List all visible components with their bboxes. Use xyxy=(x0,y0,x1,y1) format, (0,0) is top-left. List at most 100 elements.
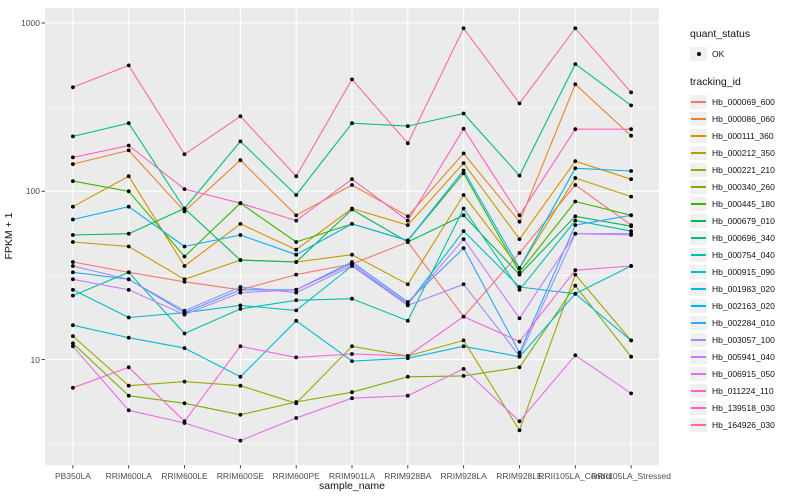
data-point xyxy=(238,303,243,308)
data-point xyxy=(350,252,354,257)
data-point xyxy=(461,151,466,156)
data-point xyxy=(71,217,75,222)
data-point xyxy=(629,103,633,108)
data-point xyxy=(350,296,354,301)
data-point xyxy=(350,352,354,356)
data-point xyxy=(405,238,410,243)
data-point xyxy=(405,354,410,358)
legend-item-label: Hb_001983_020 xyxy=(712,284,775,294)
data-point xyxy=(517,251,522,255)
legend-item-label: Hb_000221_210 xyxy=(712,165,775,175)
data-point xyxy=(182,419,187,424)
point-icon xyxy=(696,52,701,56)
data-point xyxy=(517,316,522,321)
line-swatch-icon xyxy=(691,169,706,171)
data-point xyxy=(350,207,354,212)
data-point xyxy=(573,214,578,219)
legend-item-Hb_000696_340: Hb_000696_340 xyxy=(690,230,798,246)
legend-item-Hb_000221_210: Hb_000221_210 xyxy=(690,162,798,178)
legend-item-Hb_005941_040: Hb_005941_040 xyxy=(690,349,798,365)
line-swatch-icon xyxy=(691,407,706,409)
data-point xyxy=(629,233,633,237)
data-point xyxy=(238,412,243,417)
data-point xyxy=(294,416,299,420)
data-point xyxy=(126,315,131,320)
x-tick-label: RRIM600PE xyxy=(272,471,320,481)
line-swatch-icon xyxy=(691,254,706,256)
legend-key xyxy=(690,316,707,330)
data-point xyxy=(182,206,187,211)
data-point xyxy=(517,365,522,370)
data-point xyxy=(461,111,466,116)
line-swatch-icon xyxy=(691,101,706,103)
data-point xyxy=(461,367,466,371)
legend-key xyxy=(690,265,707,279)
data-point xyxy=(238,233,243,237)
data-point xyxy=(182,152,187,157)
x-tick-label: RRII105LA_Control xyxy=(538,471,613,481)
data-point xyxy=(71,85,75,90)
data-point xyxy=(71,204,75,209)
data-point xyxy=(405,318,410,323)
legend-item-Hb_000111_360: Hb_000111_360 xyxy=(690,128,798,144)
data-point xyxy=(238,114,243,119)
data-point xyxy=(126,408,131,413)
legend-tracking-id-items: Hb_000069_600 Hb_000086_060 Hb_000111_360 H… xyxy=(690,94,798,433)
legend-item-label: Hb_139518_030 xyxy=(712,403,775,413)
line-swatch-icon xyxy=(691,322,706,324)
legend-key xyxy=(690,129,707,143)
data-point xyxy=(182,254,187,259)
line-swatch-icon xyxy=(691,271,706,273)
data-point xyxy=(126,244,131,249)
legend-item-label: Hb_003057_100 xyxy=(712,335,775,345)
data-point xyxy=(461,314,466,319)
data-point xyxy=(517,219,522,224)
legend-item-Hb_000915_090: Hb_000915_090 xyxy=(690,264,798,280)
data-point xyxy=(126,270,131,275)
legend-key xyxy=(690,180,707,194)
data-point xyxy=(71,344,75,349)
data-point xyxy=(238,201,243,206)
y-tick-label: 1000 xyxy=(21,18,40,28)
line-swatch-icon xyxy=(691,237,706,239)
data-point xyxy=(238,344,243,349)
data-point xyxy=(573,199,578,204)
legend-item-Hb_000340_260: Hb_000340_260 xyxy=(690,179,798,195)
legend-item-Hb_164926_030: Hb_164926_030 xyxy=(690,417,798,433)
data-point xyxy=(71,240,75,244)
data-point xyxy=(461,338,466,343)
data-point xyxy=(126,189,131,194)
data-point xyxy=(350,121,354,126)
data-point xyxy=(517,213,522,218)
x-tick-label: RRIM600LE xyxy=(161,471,208,481)
data-point xyxy=(461,246,466,251)
data-point xyxy=(182,331,187,336)
line-swatch-icon xyxy=(691,424,706,426)
legend-item-Hb_000212_350: Hb_000212_350 xyxy=(690,145,798,161)
data-point xyxy=(405,124,410,128)
data-point xyxy=(182,264,187,268)
x-tick-label: RRIM901LA xyxy=(328,471,376,481)
legend-item-label: Hb_002163_020 xyxy=(712,301,775,311)
data-point xyxy=(294,193,299,197)
data-point xyxy=(350,359,354,363)
data-point xyxy=(126,143,131,148)
data-point xyxy=(461,237,466,242)
data-point xyxy=(517,419,522,424)
y-axis-title: FPKM + 1 xyxy=(3,212,15,260)
legend-item-Hb_139518_030: Hb_139518_030 xyxy=(690,400,798,416)
legend-key xyxy=(690,282,707,296)
data-point xyxy=(182,277,187,282)
data-point xyxy=(461,168,466,173)
data-point xyxy=(629,90,633,95)
data-point xyxy=(629,133,633,138)
x-tick-label: RRIM928LE xyxy=(496,471,543,481)
line-swatch-icon xyxy=(691,220,706,222)
data-point xyxy=(182,244,187,249)
data-point xyxy=(71,277,75,282)
legend-key xyxy=(690,401,707,415)
data-point xyxy=(71,293,75,298)
data-point xyxy=(405,141,410,146)
legend-item-label: Hb_000340_260 xyxy=(712,182,775,192)
